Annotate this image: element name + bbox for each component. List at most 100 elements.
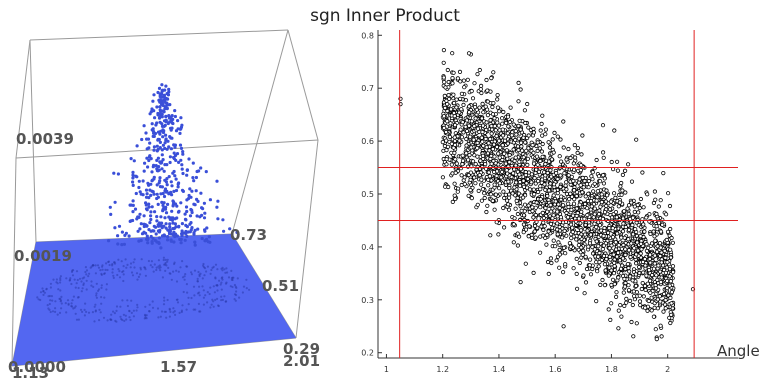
peak-point bbox=[162, 194, 167, 199]
peak-point bbox=[160, 115, 164, 119]
data-point bbox=[665, 260, 670, 265]
peak-point bbox=[131, 173, 135, 177]
data-point bbox=[653, 238, 658, 243]
peak-point bbox=[163, 107, 167, 111]
plane-point bbox=[112, 310, 115, 313]
data-point bbox=[516, 99, 521, 104]
data-point bbox=[540, 113, 545, 118]
box-edge bbox=[29, 29, 289, 41]
peak-point bbox=[144, 131, 148, 135]
data-point bbox=[515, 211, 521, 217]
data-point bbox=[568, 191, 573, 196]
peak-point bbox=[150, 205, 154, 209]
data-point bbox=[572, 155, 578, 160]
peak-point bbox=[145, 234, 149, 238]
data-point bbox=[452, 123, 458, 128]
data-point bbox=[478, 87, 483, 92]
peak-point bbox=[167, 215, 171, 219]
data-point bbox=[543, 132, 548, 137]
plane-point bbox=[130, 271, 134, 274]
plane-point bbox=[80, 280, 83, 283]
data-point bbox=[514, 198, 519, 203]
peak-point bbox=[163, 216, 167, 220]
plane-point bbox=[148, 310, 151, 313]
plane-point bbox=[168, 315, 171, 318]
plane-point bbox=[94, 309, 97, 312]
data-point bbox=[469, 145, 474, 150]
data-point bbox=[480, 123, 486, 128]
peak-point bbox=[184, 205, 189, 209]
data-point bbox=[615, 250, 621, 255]
peak-point bbox=[189, 228, 193, 232]
data-point bbox=[521, 178, 526, 183]
data-point bbox=[670, 264, 676, 269]
plane-point bbox=[177, 270, 180, 273]
data-point bbox=[667, 274, 672, 279]
data-point bbox=[632, 204, 637, 209]
data-point bbox=[553, 199, 558, 204]
data-point bbox=[441, 75, 446, 80]
data-point bbox=[517, 172, 522, 177]
data-point bbox=[599, 192, 604, 197]
plane-point bbox=[70, 282, 73, 286]
data-point bbox=[478, 158, 483, 163]
data-point bbox=[521, 222, 527, 227]
plane-point bbox=[245, 278, 248, 281]
peak-point bbox=[179, 241, 183, 245]
plane-point bbox=[132, 309, 135, 312]
peak-point bbox=[173, 234, 177, 239]
plane-point bbox=[85, 273, 88, 276]
data-point bbox=[630, 232, 636, 237]
plane-point bbox=[120, 260, 123, 263]
data-point bbox=[531, 215, 536, 220]
plane-point bbox=[126, 299, 129, 302]
plane-point bbox=[89, 266, 92, 269]
data-point bbox=[521, 155, 526, 160]
data-point bbox=[618, 266, 624, 271]
data-point bbox=[594, 239, 599, 244]
plane-point bbox=[68, 278, 72, 281]
plane-point bbox=[132, 315, 135, 318]
data-point bbox=[551, 193, 556, 198]
peak-point bbox=[140, 232, 145, 236]
data-point bbox=[569, 236, 574, 241]
data-point bbox=[495, 93, 500, 98]
plane-point bbox=[129, 318, 132, 322]
data-point bbox=[475, 154, 480, 159]
peak-point bbox=[179, 158, 183, 162]
plane-point bbox=[245, 287, 248, 290]
plane-point bbox=[198, 285, 201, 288]
data-point bbox=[582, 232, 588, 237]
plane-point bbox=[175, 280, 179, 283]
data-point bbox=[440, 175, 445, 180]
peak-point bbox=[138, 212, 142, 216]
data-point bbox=[643, 305, 648, 310]
data-point bbox=[479, 116, 484, 121]
peak-point bbox=[169, 128, 173, 132]
data-point bbox=[466, 193, 471, 198]
data-point bbox=[470, 96, 476, 101]
data-point bbox=[654, 211, 659, 216]
plane-point bbox=[133, 258, 136, 261]
plane-point bbox=[111, 268, 114, 271]
peak-point bbox=[168, 135, 172, 139]
data-point bbox=[566, 146, 571, 152]
data-point bbox=[443, 85, 448, 90]
peak-point bbox=[176, 185, 180, 189]
data-point bbox=[458, 96, 463, 101]
peak-point bbox=[167, 87, 171, 91]
data-point bbox=[540, 233, 546, 238]
plane-point bbox=[95, 294, 98, 297]
plane-point bbox=[193, 269, 197, 272]
data-point bbox=[526, 234, 531, 239]
peak-point bbox=[131, 199, 135, 203]
data-point bbox=[529, 235, 535, 240]
plane-point bbox=[210, 303, 213, 306]
data-point bbox=[638, 241, 644, 246]
data-point bbox=[639, 247, 644, 252]
data-point bbox=[570, 213, 576, 218]
data-point bbox=[616, 204, 621, 209]
data-point bbox=[655, 297, 660, 302]
plane-point bbox=[85, 279, 88, 282]
